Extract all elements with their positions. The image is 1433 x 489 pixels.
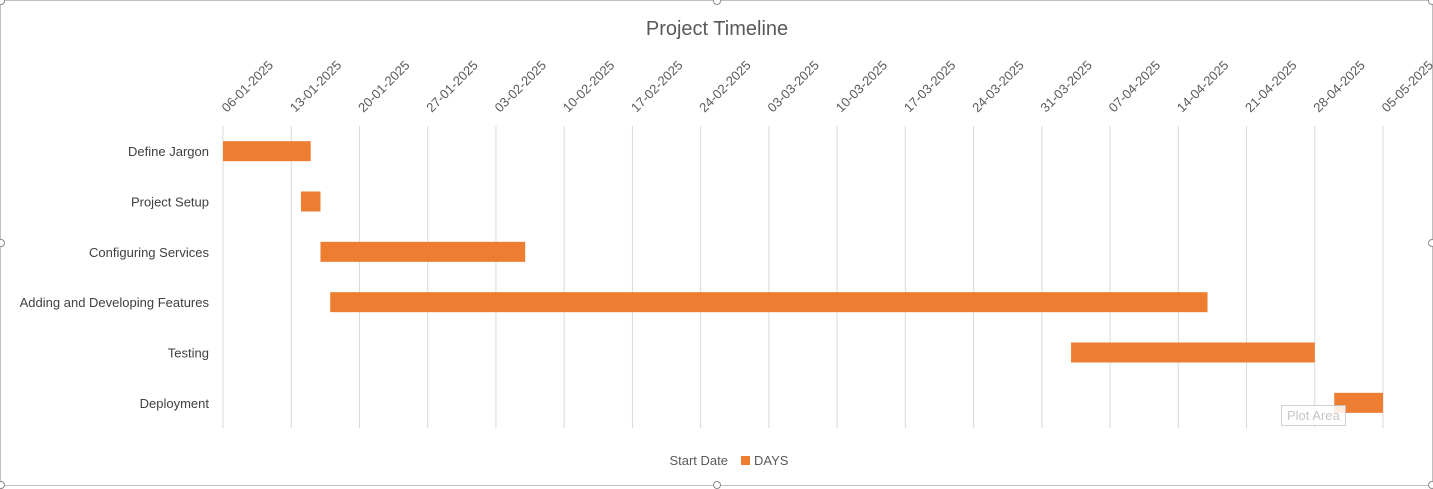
x-tick-label: 27-01-2025 xyxy=(423,57,481,115)
resize-handle-right[interactable] xyxy=(1428,239,1433,247)
bar-days[interactable] xyxy=(300,191,321,212)
category-label: Project Setup xyxy=(131,195,209,210)
plot-area-tooltip: Plot Area xyxy=(1281,405,1346,426)
x-tick-label: 13-01-2025 xyxy=(287,57,345,115)
chart-title: Project Timeline xyxy=(646,18,788,40)
resize-handle-bottom[interactable] xyxy=(713,481,721,489)
x-tick-label: 24-03-2025 xyxy=(969,57,1027,115)
x-tick-label: 21-04-2025 xyxy=(1242,57,1300,115)
resize-handle-bottom-left[interactable] xyxy=(0,481,5,489)
resize-handle-left[interactable] xyxy=(0,239,5,247)
bar-days[interactable] xyxy=(1334,392,1383,413)
legend[interactable]: Start Date DAYS xyxy=(669,453,788,468)
x-tick-label: 14-04-2025 xyxy=(1174,57,1232,115)
category-label: Testing xyxy=(168,346,209,361)
legend-label-days: DAYS xyxy=(754,453,789,468)
x-tick-label: 05-05-2025 xyxy=(1379,57,1433,115)
bar-days[interactable] xyxy=(330,292,1208,313)
x-tick-label: 03-02-2025 xyxy=(491,57,549,115)
resize-handle-top-left[interactable] xyxy=(0,0,5,5)
category-label: Adding and Developing Features xyxy=(20,295,210,310)
gridlines xyxy=(222,126,1384,428)
x-tick-label: 06-01-2025 xyxy=(219,57,277,115)
resize-handle-top-right[interactable] xyxy=(1428,0,1433,5)
x-tick-label: 20-01-2025 xyxy=(355,57,413,115)
x-axis-tick-labels: 06-01-2025 13-01-2025 20-01-2025 27-01-2025… xyxy=(219,57,1433,115)
x-tick-label: 24-02-2025 xyxy=(696,57,754,115)
bars xyxy=(223,141,1383,413)
x-tick-label: 17-03-2025 xyxy=(901,57,959,115)
legend-label-start-date: Start Date xyxy=(669,453,728,468)
category-label: Deployment xyxy=(140,396,210,411)
x-tick-label: 31-03-2025 xyxy=(1037,57,1095,115)
bar-days[interactable] xyxy=(1071,342,1315,363)
x-tick-label: 28-04-2025 xyxy=(1310,57,1368,115)
x-tick-label: 10-02-2025 xyxy=(560,57,618,115)
category-label: Configuring Services xyxy=(89,245,209,260)
category-label: Define Jargon xyxy=(128,144,209,159)
bar-days[interactable] xyxy=(223,141,311,162)
y-axis-category-labels: Define Jargon Project Setup Configuring Se… xyxy=(20,144,210,411)
resize-handle-bottom-right[interactable] xyxy=(1428,481,1433,489)
legend-swatch-days xyxy=(741,456,750,465)
resize-handle-top[interactable] xyxy=(713,0,721,5)
x-tick-label: 03-03-2025 xyxy=(764,57,822,115)
x-tick-label: 07-04-2025 xyxy=(1106,57,1164,115)
x-tick-label: 17-02-2025 xyxy=(628,57,686,115)
x-tick-label: 10-03-2025 xyxy=(833,57,891,115)
bar-days[interactable] xyxy=(320,241,526,262)
